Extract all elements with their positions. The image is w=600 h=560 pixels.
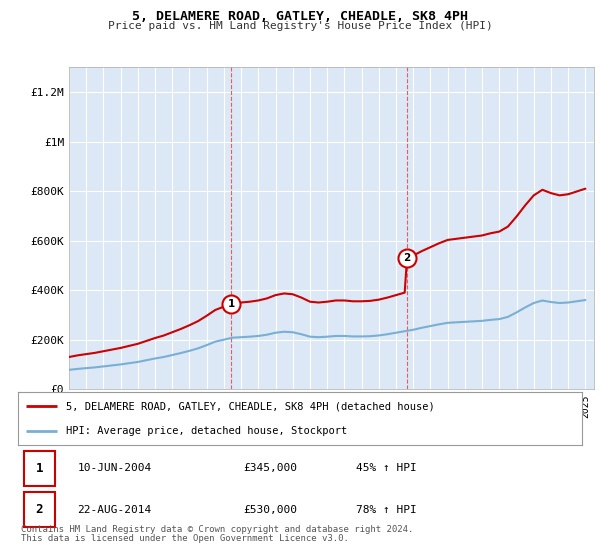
Text: £345,000: £345,000 [244, 463, 298, 473]
Text: 10-JUN-2004: 10-JUN-2004 [77, 463, 151, 473]
Text: 22-AUG-2014: 22-AUG-2014 [77, 505, 151, 515]
Text: 5, DELAMERE ROAD, GATLEY, CHEADLE, SK8 4PH: 5, DELAMERE ROAD, GATLEY, CHEADLE, SK8 4… [132, 10, 468, 23]
Text: 5, DELAMERE ROAD, GATLEY, CHEADLE, SK8 4PH (detached house): 5, DELAMERE ROAD, GATLEY, CHEADLE, SK8 4… [66, 402, 434, 412]
Text: 1: 1 [228, 298, 235, 309]
Text: HPI: Average price, detached house, Stockport: HPI: Average price, detached house, Stoc… [66, 426, 347, 436]
Text: 1: 1 [35, 461, 43, 475]
Text: 45% ↑ HPI: 45% ↑ HPI [356, 463, 417, 473]
Bar [23, 492, 55, 527]
Text: This data is licensed under the Open Government Licence v3.0.: This data is licensed under the Open Gov… [21, 534, 349, 543]
Text: 2: 2 [35, 503, 43, 516]
Text: 78% ↑ HPI: 78% ↑ HPI [356, 505, 417, 515]
Text: 2: 2 [403, 253, 410, 263]
Text: £530,000: £530,000 [244, 505, 298, 515]
Bar [23, 451, 55, 486]
Text: Price paid vs. HM Land Registry's House Price Index (HPI): Price paid vs. HM Land Registry's House … [107, 21, 493, 31]
Text: Contains HM Land Registry data © Crown copyright and database right 2024.: Contains HM Land Registry data © Crown c… [21, 525, 413, 534]
